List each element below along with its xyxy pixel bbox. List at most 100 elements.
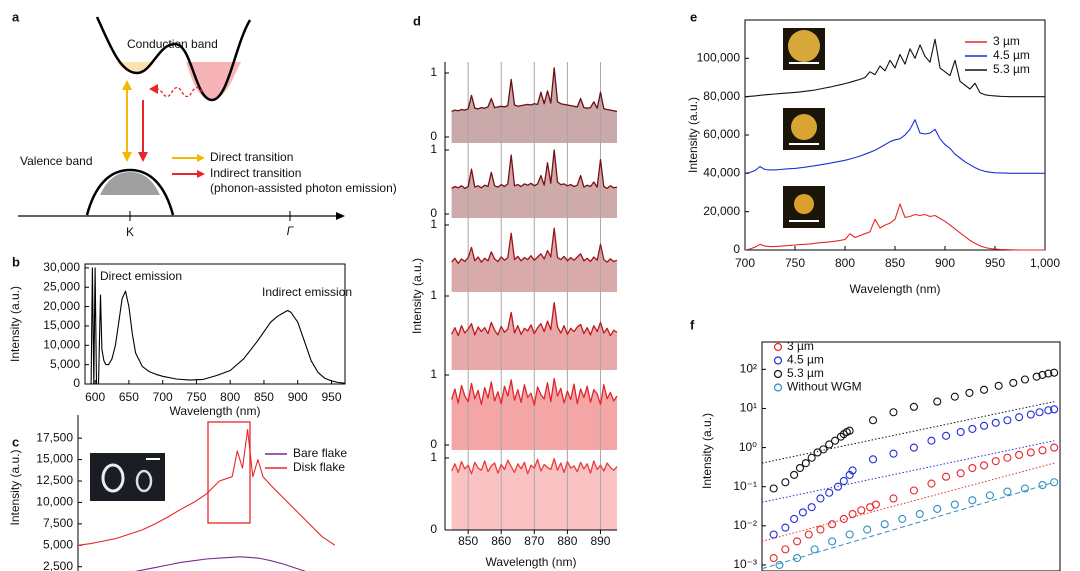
data-point <box>839 476 848 486</box>
y-tick-label: 12,500 <box>36 473 73 487</box>
legend-label: 5.3 µm <box>993 62 1030 76</box>
band-diagram: a Conduction band Valence band Direct tr… <box>12 9 397 239</box>
panel-label: c <box>12 434 19 449</box>
legend-label: 5.3 µm <box>787 366 824 380</box>
data-point <box>816 525 825 534</box>
data-point <box>1038 370 1047 379</box>
series-line <box>451 67 618 113</box>
x-tick-label: 900 <box>935 256 955 270</box>
data-point <box>1044 406 1053 415</box>
series-line <box>451 149 618 190</box>
data-point <box>1044 369 1053 378</box>
data-point <box>979 421 989 430</box>
y-tick-label: 0 <box>430 437 437 451</box>
y-tick-label: 1 <box>430 65 437 79</box>
series-line <box>85 267 346 385</box>
y-tick-label: 40,000 <box>703 166 740 180</box>
x-tick-label: 860 <box>491 534 511 548</box>
y-tick-label: 20,000 <box>43 299 80 313</box>
legend-label: Direct transition <box>210 150 293 164</box>
data-point <box>845 426 854 435</box>
valence-band-label: Valence band <box>20 154 93 168</box>
y-tick-label: 10⁻¹ <box>733 479 757 493</box>
area-fill <box>451 150 617 218</box>
data-point <box>781 545 790 554</box>
data-point <box>769 484 778 493</box>
data-point <box>909 486 918 495</box>
fit-line <box>761 401 1055 464</box>
x-tick-label: 700 <box>735 256 755 270</box>
data-point <box>927 479 936 488</box>
annotation: Direct emission <box>100 269 182 283</box>
arrow-head <box>197 154 205 162</box>
data-point <box>950 500 959 509</box>
data-point <box>793 537 802 546</box>
x-tick-label: 800 <box>220 390 240 404</box>
y-axis-label: Intensity (a.u.) <box>8 449 22 525</box>
x-tick-label: 950 <box>321 390 341 404</box>
arrow-head <box>122 80 132 90</box>
x-tick-label: 600 <box>85 390 105 404</box>
data-point <box>1038 481 1047 490</box>
data-point <box>1003 487 1012 496</box>
ring <box>101 463 125 493</box>
data-point <box>1020 375 1029 384</box>
y-tick-label: 80,000 <box>703 89 740 103</box>
y-axis-label: Intensity (a.u.) <box>410 258 424 334</box>
x-tick-label: 850 <box>885 256 905 270</box>
x-tick-label: 950 <box>985 256 1005 270</box>
y-tick-label: 30,000 <box>43 260 80 274</box>
x-tick-label: 870 <box>524 534 544 548</box>
y-tick-label: 0 <box>73 376 80 390</box>
data-point <box>889 494 898 503</box>
area-fill <box>451 228 617 292</box>
arrow-head <box>149 84 158 94</box>
data-point <box>880 520 889 529</box>
data-point <box>1050 405 1059 414</box>
data-point <box>909 443 918 452</box>
series-line <box>451 227 618 265</box>
conduction-band-curve <box>95 16 252 102</box>
data-point <box>898 514 907 523</box>
arrow-head <box>336 212 345 220</box>
x-tick-label: 750 <box>785 256 805 270</box>
y-axis-label: Intensity (a.u.) <box>686 97 700 173</box>
data-point <box>857 506 866 515</box>
data-point <box>825 440 834 449</box>
x-tick-label: 650 <box>119 390 139 404</box>
data-point <box>942 472 951 481</box>
series-line <box>744 203 1045 251</box>
data-point <box>828 537 837 546</box>
data-point <box>1050 478 1059 487</box>
legend-label: Disk flake <box>293 460 345 474</box>
y-tick-label: 10,000 <box>43 337 80 351</box>
data-point <box>781 478 790 487</box>
x-tick-label: 880 <box>557 534 577 548</box>
data-point <box>795 463 805 473</box>
data-point <box>775 560 784 569</box>
legend-label: 4.5 µm <box>787 353 824 367</box>
x-tick-label: 900 <box>288 390 308 404</box>
x-tick-label: 800 <box>835 256 855 270</box>
data-point <box>1009 378 1018 387</box>
y-tick-label: 60,000 <box>703 127 740 141</box>
valence-band-curve <box>85 168 175 216</box>
data-point <box>810 545 819 554</box>
data-point <box>956 469 965 478</box>
data-point <box>816 494 825 503</box>
series-line <box>451 301 618 337</box>
y-tick-label: 10¹ <box>740 401 757 415</box>
data-point <box>994 381 1003 390</box>
y-tick-label: 1 <box>430 288 437 302</box>
x-tick-label: 750 <box>186 390 206 404</box>
data-point <box>968 463 977 473</box>
data-point <box>769 554 778 563</box>
data-point <box>868 455 878 464</box>
y-tick-label: 1 <box>430 142 437 156</box>
data-point <box>863 525 872 534</box>
data-point <box>979 461 989 470</box>
y-tick-label: 20,000 <box>703 204 740 218</box>
legend-marker <box>773 356 783 365</box>
fit-line <box>761 462 1055 542</box>
